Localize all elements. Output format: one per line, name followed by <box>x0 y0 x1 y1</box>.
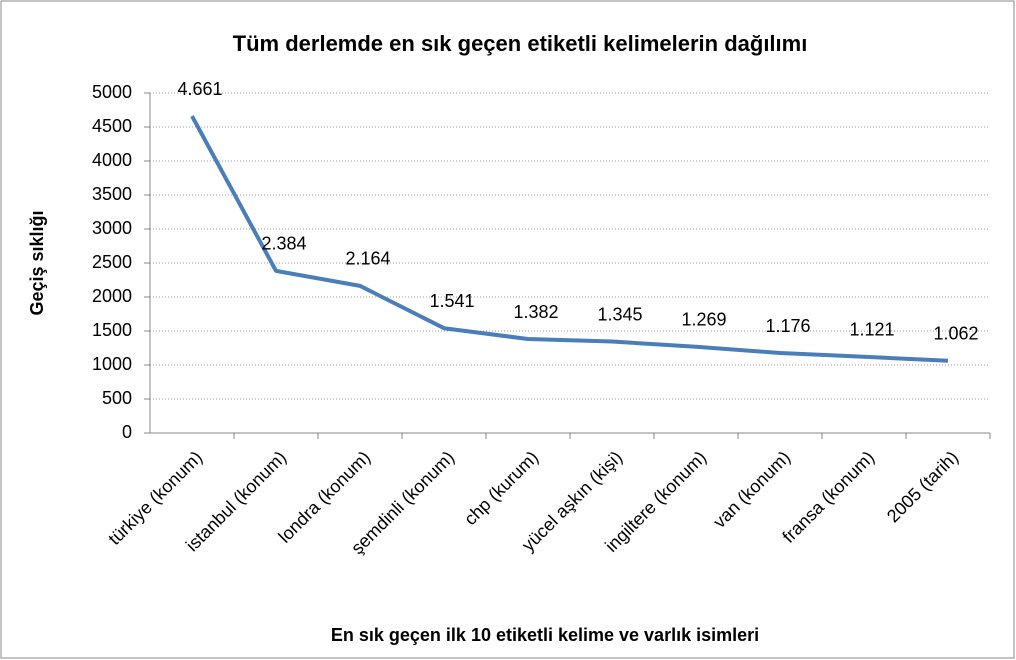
y-tick-label: 3500 <box>92 184 132 204</box>
y-tick-label: 2500 <box>92 252 132 272</box>
data-label: 1.062 <box>933 324 978 344</box>
y-tick-label: 2000 <box>92 286 132 306</box>
y-tick-label: 500 <box>102 388 132 408</box>
y-tick-label: 3000 <box>92 218 132 238</box>
data-label: 1.176 <box>765 316 810 336</box>
y-tick-label: 4000 <box>92 150 132 170</box>
y-tick-label: 1500 <box>92 320 132 340</box>
y-tick-label: 5000 <box>92 82 132 102</box>
y-tick-label: 0 <box>122 422 132 442</box>
data-label: 1.541 <box>429 291 474 311</box>
data-label: 2.164 <box>345 249 390 269</box>
data-label: 2.384 <box>261 234 306 254</box>
x-axis-label: En sık geçen ilk 10 etiketli kelime ve v… <box>331 625 759 645</box>
line <box>190 115 949 363</box>
data-label: 4.661 <box>177 79 222 99</box>
y-axis-label: Geçiş sıklığı <box>27 210 47 315</box>
data-label: 1.121 <box>849 320 894 340</box>
chart-title: Tüm derlemde en sık geçen etiketli kelim… <box>233 31 808 56</box>
data-label: 1.382 <box>513 302 558 322</box>
y-tick-label: 1000 <box>92 354 132 374</box>
y-tick-label: 4500 <box>92 116 132 136</box>
data-label: 1.269 <box>681 309 726 329</box>
data-label: 1.345 <box>597 304 642 324</box>
